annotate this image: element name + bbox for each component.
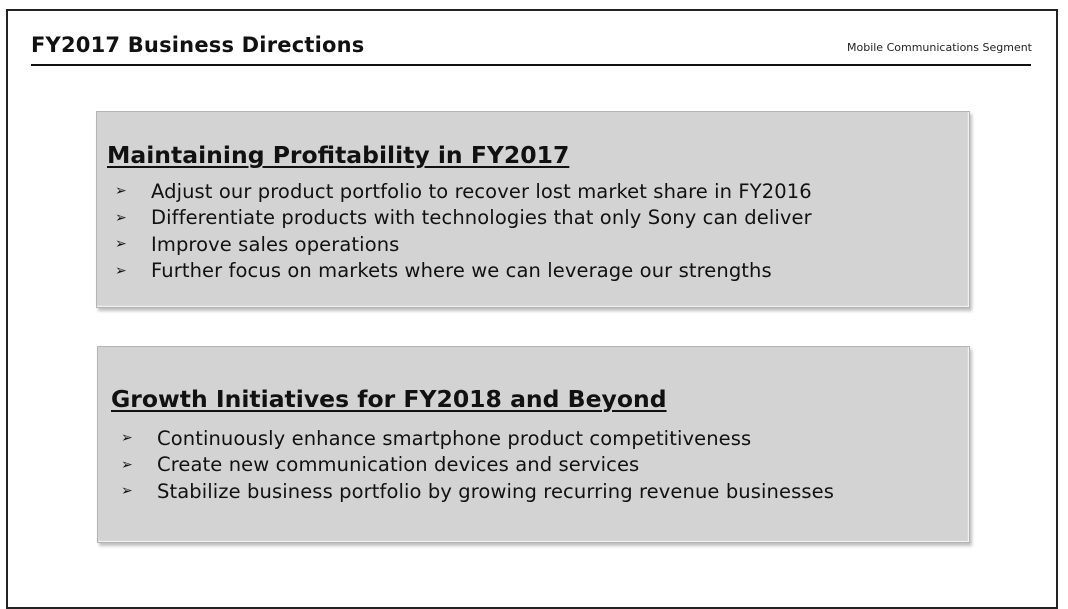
segment-label: Mobile Communications Segment	[846, 41, 1032, 54]
list-item-text: Differentiate products with technologies…	[151, 206, 812, 230]
list-item-text: Create new communication devices and ser…	[157, 453, 640, 477]
list-item-text: Further focus on markets where we can le…	[151, 259, 772, 283]
arrow-bullet-icon: ➢	[115, 236, 127, 253]
list-item: ➢ Adjust our product portfolio to recove…	[115, 178, 812, 205]
list-item: ➢ Differentiate products with technologi…	[115, 205, 812, 232]
arrow-bullet-icon: ➢	[121, 456, 133, 473]
list-item-text: Improve sales operations	[151, 232, 400, 256]
list-item: ➢ Further focus on markets where we can …	[115, 258, 812, 285]
growth-panel: Growth Initiatives for FY2018 and Beyond…	[97, 346, 970, 543]
list-item: ➢ Create new communication devices and s…	[121, 452, 834, 479]
arrow-bullet-icon: ➢	[121, 430, 133, 447]
slide-title: FY2017 Business Directions	[31, 33, 365, 57]
list-item: ➢ Stabilize business portfolio by growin…	[121, 478, 834, 505]
arrow-bullet-icon: ➢	[115, 262, 127, 279]
list-item: ➢ Improve sales operations	[115, 231, 812, 258]
arrow-bullet-icon: ➢	[115, 209, 127, 226]
arrow-bullet-icon: ➢	[115, 183, 127, 200]
profitability-panel: Maintaining Profitability in FY2017 ➢ Ad…	[96, 111, 970, 308]
list-item: ➢ Continuously enhance smartphone produc…	[121, 425, 834, 452]
title-divider	[31, 64, 1031, 66]
list-item-text: Adjust our product portfolio to recover …	[151, 179, 812, 203]
list-item-text: Continuously enhance smartphone product …	[157, 426, 752, 450]
list-item-text: Stabilize business portfolio by growing …	[157, 479, 834, 503]
section-heading: Growth Initiatives for FY2018 and Beyond	[111, 385, 667, 413]
bullet-list: ➢ Continuously enhance smartphone produc…	[121, 425, 834, 505]
bullet-list: ➢ Adjust our product portfolio to recove…	[115, 178, 812, 284]
section-heading: Maintaining Profitability in FY2017	[107, 141, 570, 169]
arrow-bullet-icon: ➢	[121, 483, 133, 500]
